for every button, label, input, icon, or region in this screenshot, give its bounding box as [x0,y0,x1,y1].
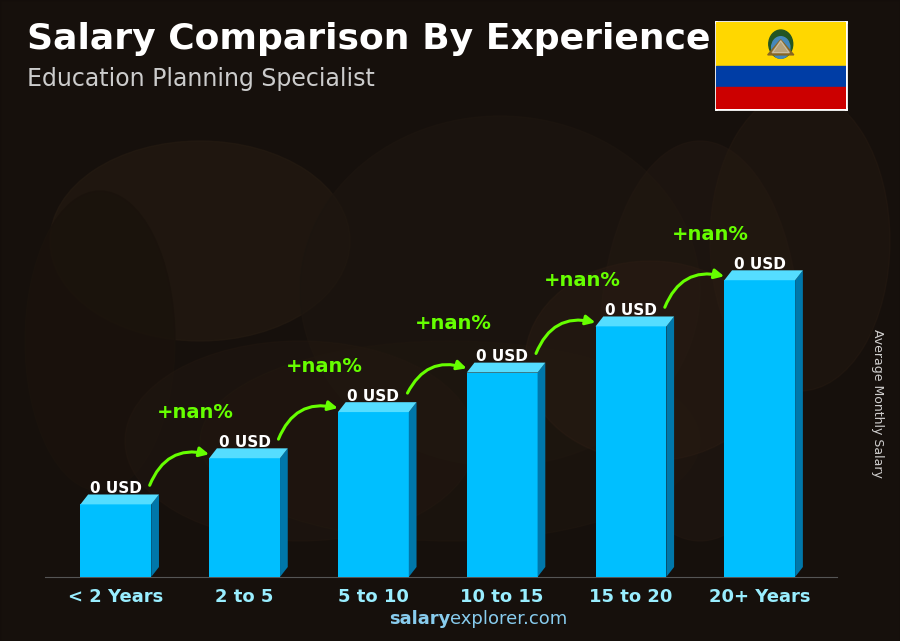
Bar [716,22,846,66]
Text: 0 USD: 0 USD [734,257,786,272]
Bar [80,504,151,577]
Bar [716,66,846,87]
Ellipse shape [50,141,350,341]
Bar [338,412,409,577]
Polygon shape [209,448,288,458]
Ellipse shape [25,191,175,491]
Bar [596,326,666,577]
Ellipse shape [769,30,793,58]
Ellipse shape [200,341,700,541]
Text: 0 USD: 0 USD [347,389,400,404]
Polygon shape [724,271,803,280]
Text: +nan%: +nan% [544,271,620,290]
Polygon shape [338,402,417,412]
Polygon shape [768,40,794,55]
Ellipse shape [710,91,890,391]
Text: Salary Comparison By Experience: Salary Comparison By Experience [27,22,710,56]
Polygon shape [280,448,288,577]
Ellipse shape [300,116,700,466]
Text: +nan%: +nan% [157,403,234,422]
Polygon shape [80,494,159,504]
Bar [716,87,846,109]
Text: explorer.com: explorer.com [450,610,567,628]
Ellipse shape [125,341,475,541]
Text: +nan%: +nan% [415,314,491,333]
Ellipse shape [525,261,775,461]
Text: +nan%: +nan% [672,225,749,244]
Polygon shape [596,317,674,326]
Polygon shape [666,317,674,577]
Ellipse shape [771,37,790,58]
Polygon shape [151,494,159,577]
Polygon shape [795,271,803,577]
Text: 0 USD: 0 USD [90,481,142,496]
Polygon shape [537,363,545,577]
Polygon shape [467,363,545,372]
Bar [209,458,280,577]
Text: +nan%: +nan% [286,357,363,376]
Text: Average Monthly Salary: Average Monthly Salary [871,329,884,478]
Ellipse shape [600,141,800,541]
Text: 0 USD: 0 USD [476,349,528,364]
Text: 0 USD: 0 USD [605,303,657,318]
Text: Education Planning Specialist: Education Planning Specialist [27,67,375,91]
Polygon shape [409,402,417,577]
Text: 0 USD: 0 USD [219,435,271,450]
Bar [724,280,795,577]
Polygon shape [772,40,789,53]
Bar [467,372,537,577]
Text: salary: salary [389,610,450,628]
